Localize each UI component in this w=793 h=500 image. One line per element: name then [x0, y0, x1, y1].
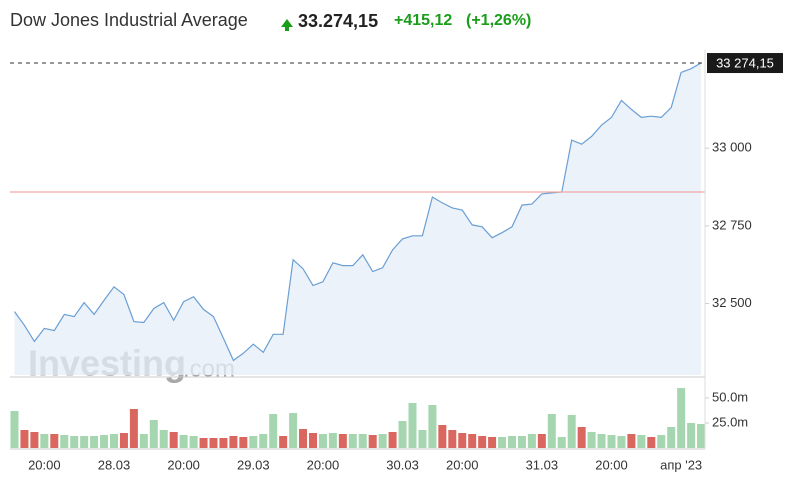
volume-bar: [80, 436, 89, 448]
volume-bar: [259, 434, 268, 448]
volume-bar: [10, 411, 19, 448]
change-pct: (+1,26%): [466, 12, 531, 29]
volume-bar: [40, 434, 49, 448]
volume-bar: [547, 414, 556, 448]
volume-bar: [50, 434, 59, 448]
volume-bar: [239, 437, 248, 448]
volume-bar: [309, 433, 317, 448]
volume-bar: [90, 436, 99, 448]
volume-bar: [209, 438, 218, 448]
x-tick-label: апр '23: [660, 457, 702, 472]
y-tick-label: 32 500: [712, 295, 752, 310]
volume-bar: [508, 436, 516, 448]
volume-bar: [647, 437, 656, 448]
volume-bar: [478, 436, 487, 448]
volume-bar: [289, 413, 298, 448]
volume-bar: [637, 435, 646, 448]
volume-bar: [657, 435, 666, 448]
volume-bar: [328, 433, 337, 448]
volume-bar: [199, 438, 208, 448]
volume-bar: [388, 432, 397, 448]
volume-bar: [537, 434, 546, 448]
volume-bar: [229, 436, 238, 448]
volume-bar: [627, 434, 636, 448]
volume-bar: [189, 436, 198, 448]
change: +415,12: [394, 12, 452, 29]
volume-bar: [607, 435, 616, 448]
x-tick-label: 20:00: [446, 457, 479, 472]
volume-bar: [338, 434, 347, 448]
volume-bar: [179, 435, 188, 448]
x-tick-label: 20:00: [595, 457, 628, 472]
volume-bar: [299, 429, 308, 448]
price-line: [14, 62, 702, 362]
volume-bar: [348, 434, 357, 448]
volume-bar: [169, 432, 178, 448]
volume-bar: [100, 435, 109, 448]
volume-bar: [557, 437, 566, 448]
x-tick-label: 28.03: [98, 457, 131, 472]
volume-bar: [398, 421, 407, 448]
volume-bar: [448, 430, 457, 448]
x-tick-label: 20:00: [28, 457, 61, 472]
volume-bar: [139, 434, 148, 448]
price-area: [14, 63, 702, 375]
volume-bar: [498, 437, 507, 448]
volume-bar: [30, 432, 39, 448]
volume-bar: [438, 425, 447, 448]
volume-bar: [119, 433, 128, 448]
chart-title: Dow Jones Industrial Average: [10, 10, 248, 30]
volume-bar: [318, 434, 327, 448]
y-tick-label: 33 000: [712, 140, 752, 155]
volume-bar: [249, 436, 258, 448]
volume-bar: [597, 434, 606, 448]
last-price: 33.274,15: [298, 11, 378, 31]
volume-bar: [527, 434, 536, 448]
volume-bar: [687, 423, 696, 448]
volume-bar: [60, 435, 69, 448]
volume-bar: [358, 434, 367, 448]
volume-bar: [269, 414, 278, 448]
volume-bar: [617, 436, 626, 448]
volume-bar: [577, 427, 586, 448]
volume-bar: [468, 434, 477, 448]
volume-bar: [428, 405, 437, 448]
volume-bar: [697, 424, 706, 448]
volume-bar: [279, 436, 288, 448]
volume-bar: [458, 433, 467, 448]
volume-bar: [418, 430, 427, 448]
x-tick-label: 29.03: [237, 457, 270, 472]
x-tick-label: 30.03: [386, 457, 419, 472]
volume-bar: [587, 432, 596, 448]
volume-tick-label: 50.0m: [712, 389, 748, 404]
volume-bar: [368, 435, 377, 448]
volume-bar: [20, 430, 29, 448]
volume-bar: [129, 409, 138, 448]
volume-bar: [517, 436, 526, 448]
price-label-box: [707, 53, 783, 74]
up-arrow: [281, 19, 293, 31]
volume-tick-label: 25.0m: [712, 414, 748, 429]
volume-bar: [110, 434, 118, 448]
volume-bar: [149, 420, 158, 448]
volume-bar: [567, 415, 576, 448]
price-label: 33 274,15: [716, 55, 774, 70]
volume-bar: [488, 437, 497, 448]
volume-bar: [408, 403, 417, 448]
volume-bar: [677, 388, 686, 448]
volume-bar: [159, 430, 168, 448]
x-tick-label: 31.03: [526, 457, 559, 472]
x-tick-label: 20:00: [307, 457, 340, 472]
volume-bar: [667, 427, 676, 448]
volume-bar: [70, 436, 79, 448]
x-tick-label: 20:00: [167, 457, 200, 472]
volume-bar: [219, 438, 228, 448]
y-tick-label: 32 750: [712, 217, 752, 232]
volume-bar: [378, 434, 387, 448]
